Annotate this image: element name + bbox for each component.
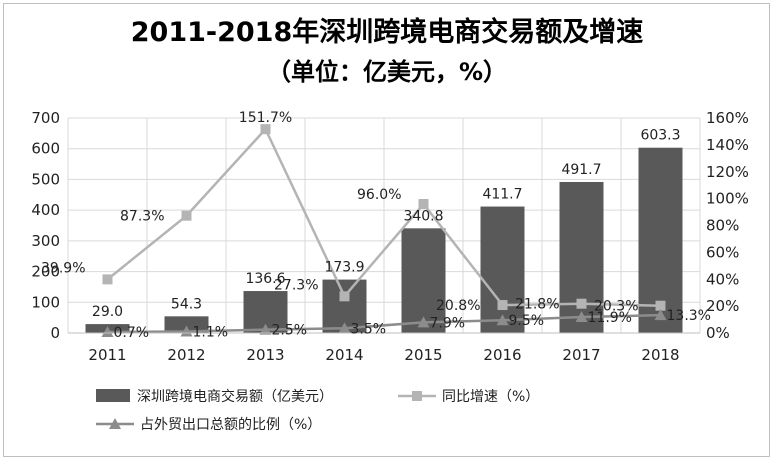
right-axis-tick-label: 120%: [706, 163, 749, 181]
legend-label: 占外贸出口总额的比例（%）: [140, 417, 321, 433]
bar-value-label: 411.7: [482, 187, 522, 203]
growth-value-label: 39.9%: [41, 260, 85, 276]
growth-value-label: 20.8%: [436, 298, 480, 314]
left-axis-tick-label: 600: [31, 140, 60, 158]
bar-value-label: 491.7: [561, 162, 601, 178]
legend-label: 深圳跨境电商交易额（亿美元）: [137, 388, 333, 405]
chart-frame: [3, 3, 770, 457]
share-value-label: 7.9%: [430, 315, 466, 331]
right-axis-tick-label: 140%: [706, 136, 749, 154]
x-axis-tick-label: 2016: [483, 346, 521, 364]
bar-value-label: 340.8: [403, 208, 443, 224]
legend-swatch-bar: [96, 389, 130, 402]
share-value-label: 1.1%: [193, 325, 229, 341]
bar-value-label: 29.0: [92, 304, 123, 320]
x-axis-tick-label: 2015: [404, 346, 442, 364]
left-axis-tick-label: 500: [31, 170, 60, 188]
share-marker: [338, 322, 351, 334]
data-labels: 29.0 54.3 136.6 173.9 340.8 411.7 491.7 603.3 39…: [41, 110, 711, 341]
growth-value-label: 27.3%: [274, 277, 318, 293]
growth-marker: [260, 124, 271, 135]
left-axis-tick-label: 100: [31, 293, 60, 311]
x-axis-tick-label: 2017: [562, 346, 600, 364]
right-axis-tick-label: 20%: [706, 297, 739, 315]
legend-label: 同比增速（%）: [442, 389, 539, 405]
share-value-label: 2.5%: [272, 323, 308, 339]
growth-marker: [497, 300, 508, 311]
right-axis-tick-label: 40%: [706, 270, 739, 288]
bar: [164, 316, 209, 333]
right-axis-tick-label: 100%: [706, 190, 749, 208]
share-value-label: 9.5%: [509, 313, 545, 329]
right-axis-tick-label: 80%: [706, 217, 739, 235]
share-value-label: 11.9%: [588, 310, 632, 326]
right-axis-tick-label: 160%: [706, 109, 749, 127]
x-axis-tick-label: 2011: [88, 346, 126, 364]
legend-swatch-marker: [412, 391, 422, 401]
x-axis-tick-label: 2018: [641, 346, 679, 364]
chart-subtitle: （单位：亿美元，%）: [267, 58, 507, 86]
x-axis-tick-label: 2012: [167, 346, 205, 364]
left-axis-tick-label: 700: [31, 109, 60, 127]
bar-series: [85, 147, 683, 333]
growth-marker: [181, 210, 192, 221]
share-line: [107, 313, 661, 334]
legend-swatch-marker: [109, 418, 121, 429]
share-marker: [417, 316, 430, 328]
x-axis-tick-label: 2013: [246, 346, 284, 364]
growth-value-label: 20.3%: [594, 299, 638, 315]
share-value-label: 13.3%: [667, 308, 711, 324]
share-value-label: 3.5%: [351, 321, 387, 337]
growth-marker: [576, 298, 587, 309]
left-axis-tick-label: 0: [50, 324, 60, 342]
growth-value-label: 21.8%: [515, 297, 559, 313]
growth-value-label: 151.7%: [239, 110, 292, 126]
share-marker: [259, 323, 272, 335]
share-value-label: 0.7%: [114, 325, 150, 341]
growth-marker: [102, 274, 113, 285]
bar: [480, 206, 525, 333]
share-marker: [180, 325, 193, 337]
growth-line: [106, 126, 661, 307]
growth-marker: [418, 199, 429, 209]
share-marker: [496, 314, 509, 326]
share-marker: [575, 311, 588, 323]
left-axis-tick-label: 400: [31, 201, 60, 219]
growth-marker: [339, 291, 350, 302]
right-axis-tick-label: 0%: [706, 324, 730, 342]
line-series: [101, 124, 667, 338]
chart-title: 2011-2018年深圳跨境电商交易额及增速: [131, 16, 644, 48]
bar-value-label: 173.9: [324, 260, 364, 276]
legend: 深圳跨境电商交易额（亿美元） 同比增速（%） 占外贸出口总额的比例（%）: [96, 388, 539, 433]
growth-value-label: 87.3%: [120, 209, 164, 225]
bar-value-label: 603.3: [640, 128, 680, 144]
bar-value-label: 54.3: [171, 296, 202, 312]
bar: [401, 228, 446, 333]
share-marker: [101, 326, 114, 338]
left-axis-tick-label: 300: [31, 232, 60, 250]
x-axis-tick-label: 2014: [325, 346, 363, 364]
right-axis-tick-label: 60%: [706, 243, 739, 261]
growth-marker: [655, 300, 666, 311]
axes: 0 100 200 300 400 500 600 700 0% 20% 40% 60% 80% 100%…: [31, 109, 749, 364]
share-marker: [654, 309, 667, 321]
bar-value-label: 136.6: [245, 271, 285, 287]
growth-value-label: 96.0%: [357, 187, 401, 203]
left-axis-tick-label: 200: [31, 263, 60, 281]
